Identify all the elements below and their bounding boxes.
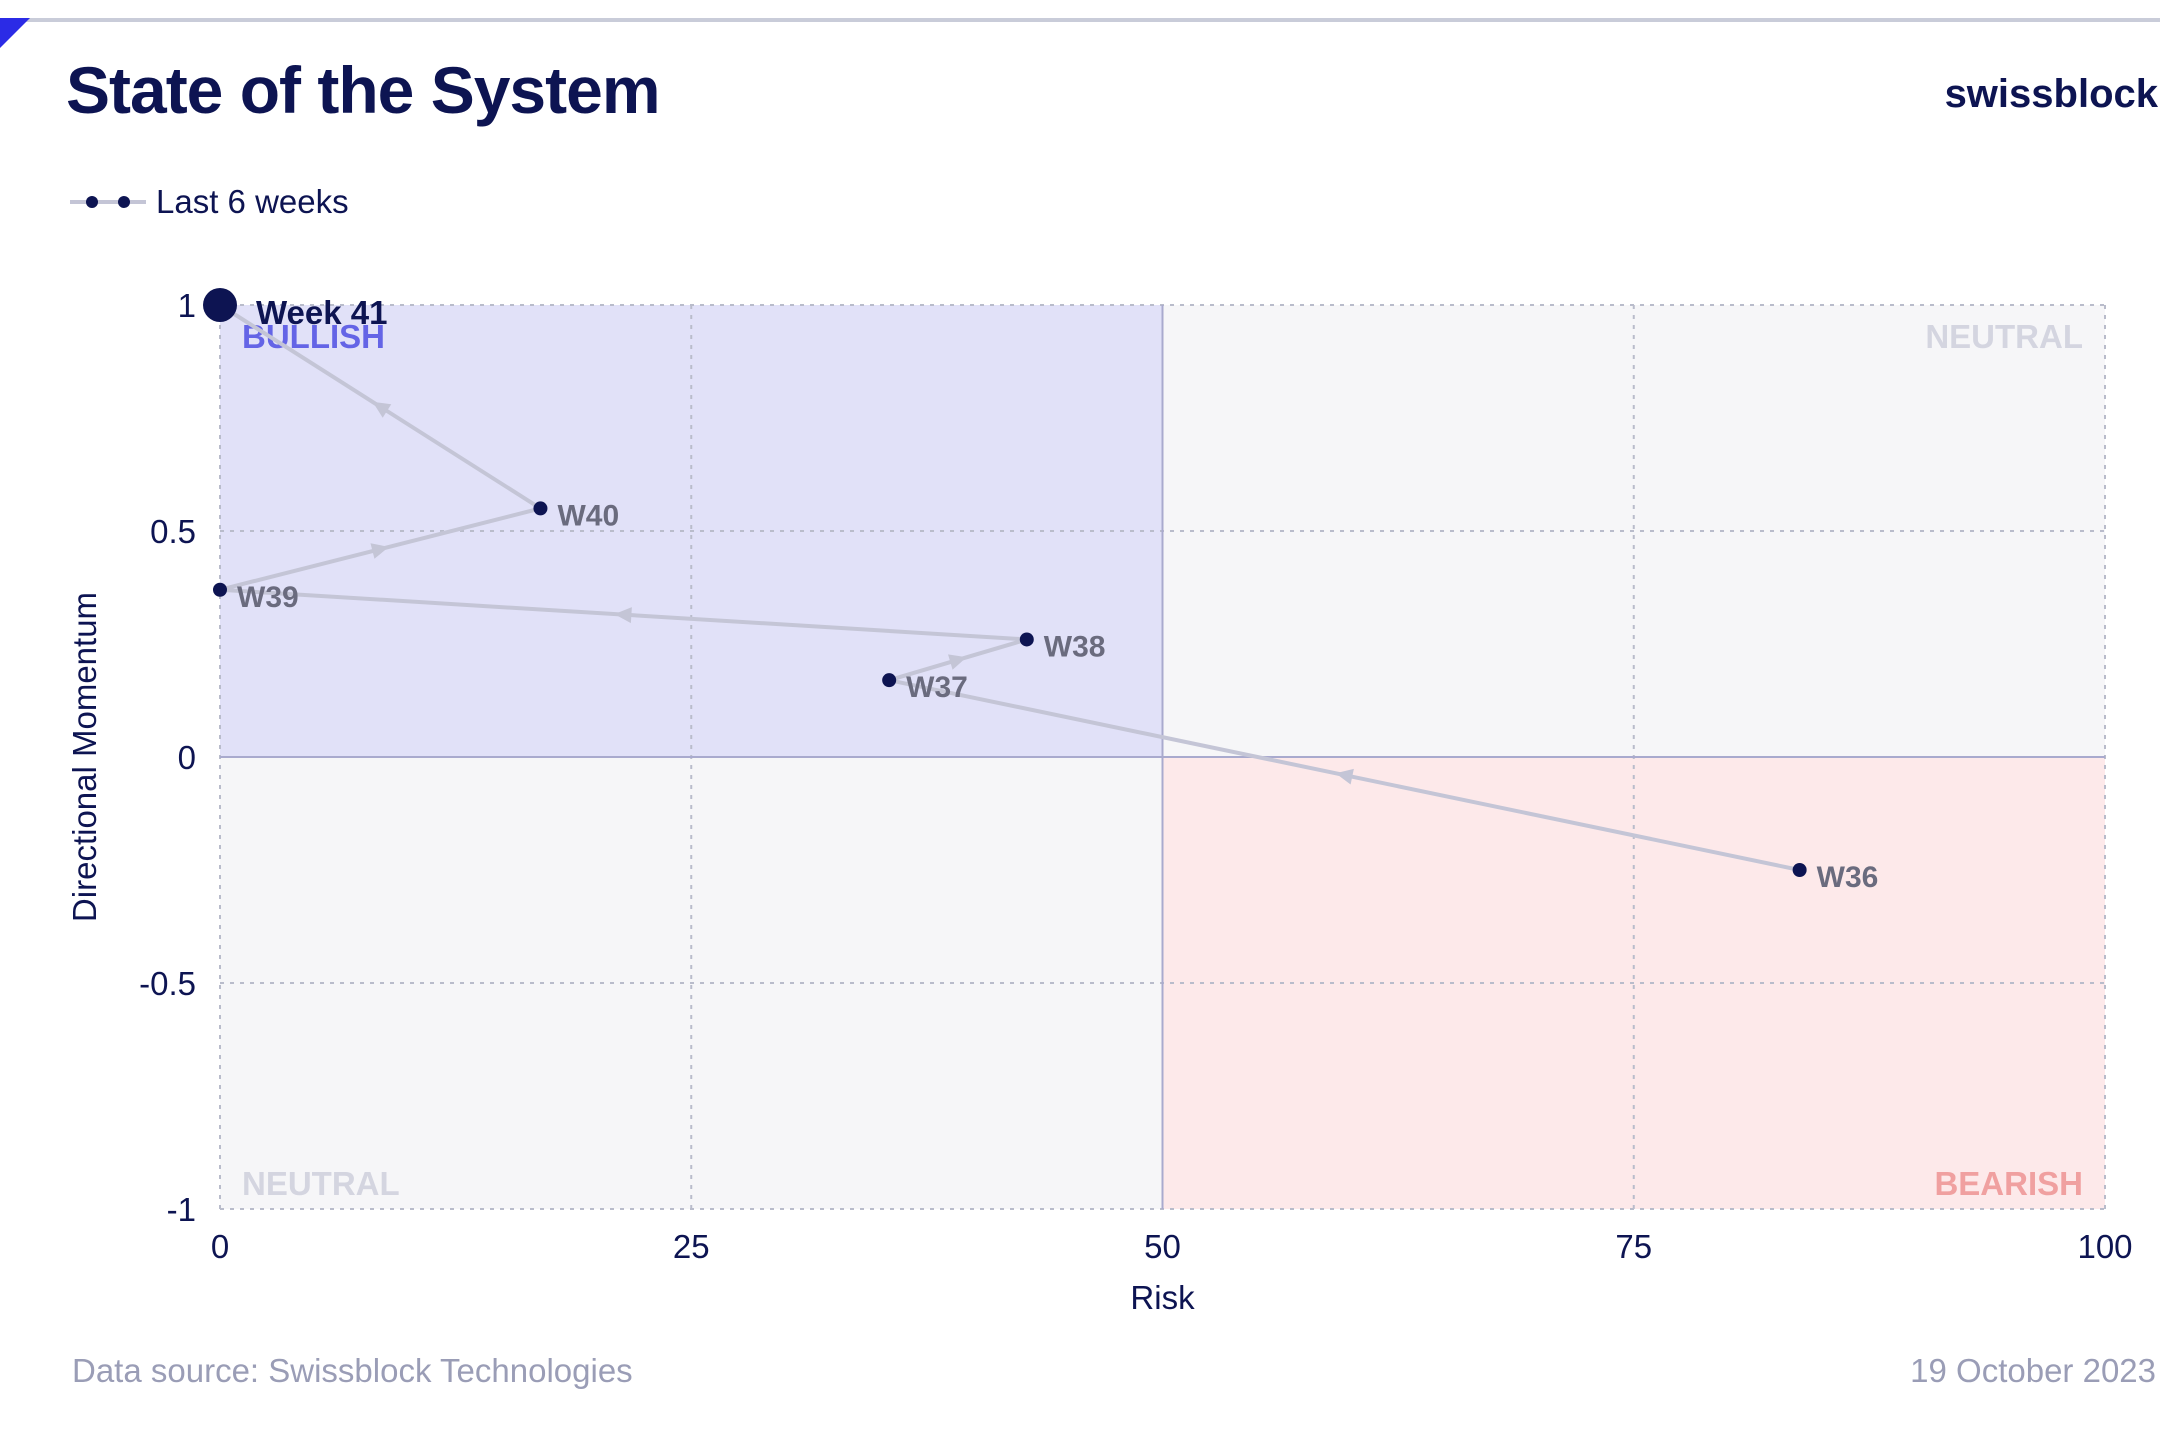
- page-title: State of the System: [66, 53, 660, 127]
- corner-accent: [0, 18, 30, 48]
- current-week-point: [203, 288, 237, 322]
- x-tick-label: 25: [673, 1228, 710, 1265]
- x-tick-label: 50: [1144, 1228, 1181, 1265]
- week-label: W39: [237, 581, 299, 614]
- week-point: [1792, 863, 1807, 877]
- week-point: [1019, 632, 1034, 647]
- trajectory-arrow-icon: [370, 543, 389, 559]
- data-source: Data source: Swissblock Technologies: [72, 1352, 633, 1389]
- quadrant-label-bearish: BEARISH: [1934, 1165, 2083, 1202]
- quadrant-label-neutral: NEUTRAL: [242, 1165, 400, 1202]
- chart-legend: Last 6 weeks: [70, 183, 349, 221]
- week-point: [533, 501, 548, 516]
- week-point: [882, 673, 897, 688]
- week-label: W37: [906, 671, 968, 704]
- quadrant-label-bullish: BULLISH: [242, 318, 385, 355]
- y-tick-label: 1: [178, 287, 196, 324]
- y-tick-label: 0: [178, 739, 196, 776]
- y-axis-title: Directional Momentum: [66, 592, 103, 922]
- top-rule: [0, 18, 2160, 22]
- legend-marker-icon: [70, 196, 146, 208]
- quadrant-label-neutral: NEUTRAL: [1925, 318, 2083, 355]
- x-tick-label: 0: [211, 1228, 229, 1265]
- x-tick-label: 100: [2077, 1228, 2132, 1265]
- current-week-label: Week 41: [256, 294, 387, 331]
- y-tick-label: -0.5: [139, 965, 196, 1002]
- y-tick-label: -1: [167, 1191, 196, 1228]
- x-tick-label: 75: [1615, 1228, 1652, 1265]
- week-point: [213, 582, 227, 597]
- trajectory-arrow-icon: [1335, 768, 1354, 785]
- x-axis-title: Risk: [1130, 1279, 1195, 1316]
- week-label: W40: [557, 499, 619, 532]
- report-date: 19 October 2023: [1910, 1352, 2156, 1389]
- trajectory-arrow-icon: [372, 401, 392, 418]
- trajectory-arrow-icon: [614, 607, 632, 624]
- week-label: W36: [1817, 861, 1879, 894]
- legend-label: Last 6 weeks: [156, 183, 349, 220]
- brand-logo: swissblock: [1944, 72, 2158, 116]
- week-label: W38: [1044, 630, 1106, 663]
- trajectory-arrow-icon: [948, 654, 967, 670]
- y-tick-label: 0.5: [150, 513, 196, 550]
